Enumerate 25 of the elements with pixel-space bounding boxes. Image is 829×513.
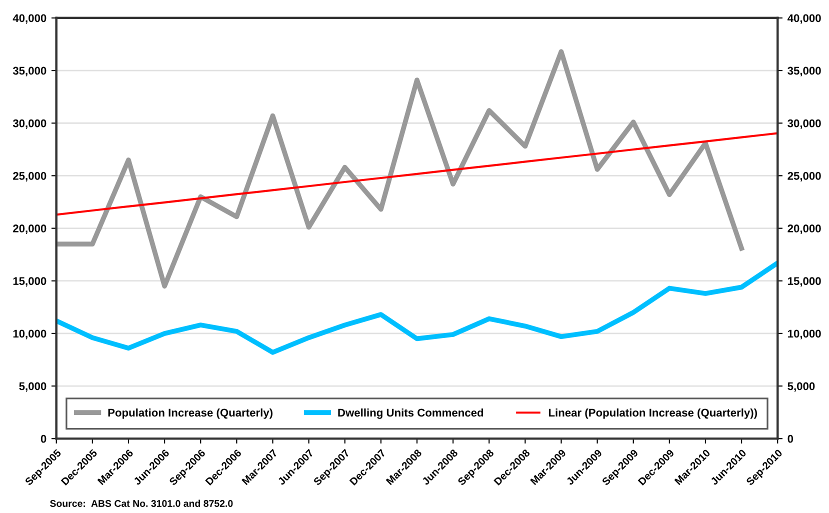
legend-label: Linear (Population Increase (Quarterly)) <box>548 408 757 419</box>
y2-tick-label: 40,000 <box>787 14 821 24</box>
line-series <box>56 49 744 289</box>
legend-label: Population Increase (Quarterly) <box>108 408 272 419</box>
y2-tick-label: 5,000 <box>788 382 815 392</box>
y-tick-label: 25,000 <box>13 172 46 182</box>
source-note: Source: ABS Cat No. 3101.0 and 8752.0 <box>50 500 233 507</box>
y-tick-label: 5,000 <box>19 382 46 392</box>
y2-tick-label: 20,000 <box>788 224 821 234</box>
y2-tick-label: 35,000 <box>788 66 821 76</box>
y-tick-label: 35,000 <box>12 66 46 76</box>
y-tick-label: 20,000 <box>13 224 46 234</box>
y-tick-label: 30,000 <box>12 119 46 129</box>
line-series <box>56 260 778 355</box>
y-tick-label: 0 <box>40 434 46 443</box>
line-series <box>56 132 778 216</box>
y2-tick-label: 0 <box>788 434 794 443</box>
y2-tick-label: 10,000 <box>788 330 821 340</box>
y-tick-label: 10,000 <box>13 330 46 340</box>
legend-label: Dwelling Units Commenced <box>338 408 484 419</box>
y2-tick-label: 25,000 <box>788 172 821 182</box>
y-tick-label: 15,000 <box>13 277 46 287</box>
y-tick-label: 40,000 <box>12 14 46 24</box>
y2-tick-label: 15,000 <box>788 277 821 287</box>
y2-tick-label: 30,000 <box>788 119 821 129</box>
